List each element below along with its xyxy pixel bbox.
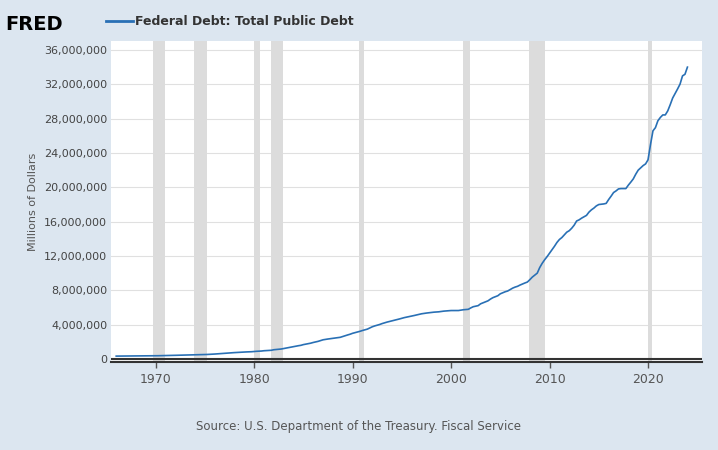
Bar [254, 41, 260, 362]
Bar [271, 41, 283, 362]
Text: Source: U.S. Department of the Treasury. Fiscal Service: Source: U.S. Department of the Treasury.… [197, 420, 521, 433]
Text: Federal Debt: Total Public Debt: Federal Debt: Total Public Debt [135, 15, 353, 27]
Bar [462, 41, 470, 362]
Text: FRED: FRED [6, 15, 63, 34]
Bar [648, 41, 652, 362]
Bar [359, 41, 364, 362]
Y-axis label: Millions of Dollars: Millions of Dollars [28, 153, 38, 251]
Bar [194, 41, 207, 362]
Bar [529, 41, 545, 362]
Bar [153, 41, 164, 362]
